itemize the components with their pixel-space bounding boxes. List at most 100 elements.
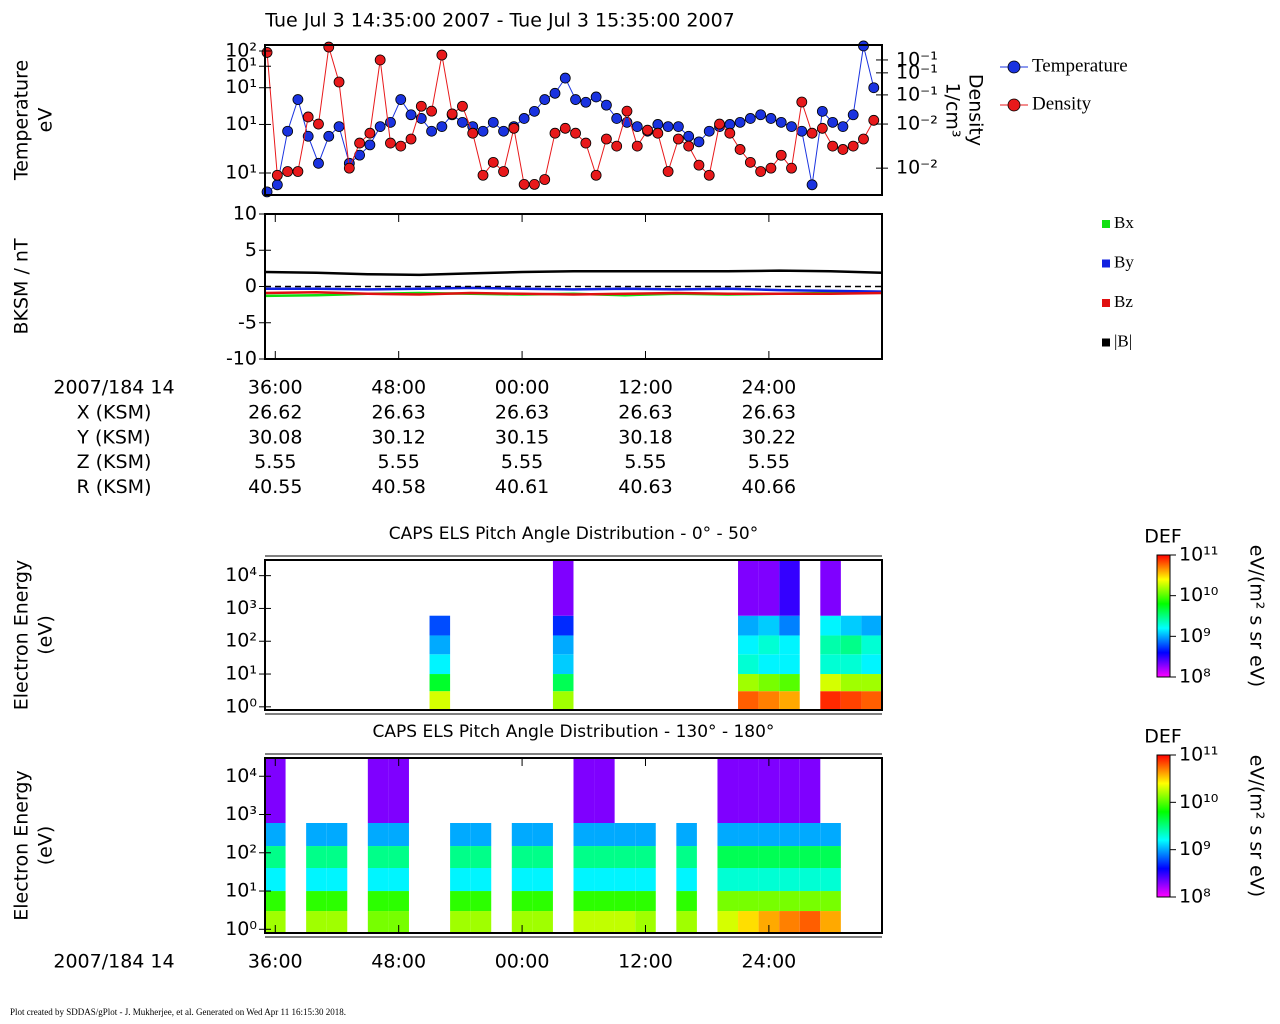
- data-point: [580, 96, 592, 108]
- data-point: [385, 137, 396, 149]
- data-point: [395, 140, 407, 152]
- colorbar-label: eV/(m² s sr eV): [1246, 545, 1268, 687]
- ephemeris-row-label: Z (KSM): [77, 451, 152, 473]
- heatmap-cell: [758, 891, 780, 912]
- heatmap-cell: [779, 823, 800, 847]
- heatmap-cell: [676, 823, 697, 847]
- heatmap-cell: [820, 674, 841, 692]
- heatmap-cell: [861, 691, 882, 710]
- heatmap-cell: [552, 674, 574, 692]
- ephemeris-value: 5.55: [624, 451, 666, 473]
- data-point: [703, 169, 715, 181]
- data-point: [261, 47, 273, 58]
- heatmap-cell: [532, 891, 553, 912]
- heatmap-cell: [676, 891, 697, 912]
- y-tick-label: 10¹: [225, 76, 257, 98]
- data-point: [518, 113, 530, 124]
- heatmap-cell: [738, 691, 759, 710]
- heatmap-cell: [573, 891, 595, 912]
- ephemeris-value: 26.63: [495, 402, 549, 424]
- y-tick-label: 10⁴: [225, 564, 257, 586]
- heatmap-cell: [717, 823, 739, 847]
- y-axis-label: Temperature: [11, 60, 33, 181]
- data-point: [374, 121, 386, 133]
- heatmap-cell: [594, 891, 615, 912]
- data-point: [662, 121, 674, 133]
- data-point: [827, 140, 839, 152]
- colorbar-tick-label: 10¹⁰: [1179, 791, 1218, 813]
- heatmap-cell: [758, 635, 780, 655]
- heatmap-cell: [738, 654, 759, 675]
- ephemeris-row-label: Y (KSM): [76, 426, 150, 448]
- x-tick-label: 48:00: [371, 951, 426, 973]
- heatmap-cell: [799, 758, 821, 824]
- heatmap-cell: [779, 911, 800, 933]
- heatmap-cell: [840, 654, 862, 675]
- y-tick-label: 10: [233, 203, 257, 225]
- heatmap-cell: [265, 758, 286, 824]
- heatmap-cell: [799, 823, 821, 847]
- data-point: [601, 99, 612, 111]
- x-tick-label: 36:00: [248, 951, 303, 973]
- data-point: [508, 122, 520, 134]
- data-point: [775, 116, 787, 128]
- data-point: [282, 125, 294, 137]
- ephemeris-value: 30.08: [248, 426, 302, 448]
- y-tick-label: 10³: [225, 803, 257, 825]
- y-axis-label: eV: [35, 108, 57, 133]
- data-point: [559, 72, 571, 84]
- heatmap-cell: [511, 867, 533, 892]
- y2-tick-label: 10⁻²: [896, 157, 938, 179]
- heatmap-cell: [635, 846, 656, 868]
- y-tick-label: 10¹: [225, 663, 257, 685]
- heatmap-cell: [799, 846, 821, 868]
- data-point: [302, 130, 314, 142]
- data-point: [816, 105, 828, 117]
- data-point: [631, 140, 643, 152]
- ephemeris-time-label: 2007/184 14: [53, 377, 174, 399]
- ephemeris-value: 5.55: [501, 451, 543, 473]
- data-point: [672, 121, 684, 133]
- heatmap-cell: [306, 823, 327, 847]
- heatmap-cell: [614, 867, 636, 892]
- heatmap-cell: [861, 674, 882, 692]
- y-axis-label: (eV): [35, 615, 57, 655]
- heatmap-cell: [388, 823, 409, 847]
- heatmap-cell: [429, 635, 451, 655]
- heatmap-cell: [758, 691, 780, 710]
- heatmap-cell: [840, 691, 862, 710]
- data-point: [816, 122, 828, 134]
- data-point: [518, 179, 530, 190]
- heatmap-cell: [594, 867, 615, 892]
- heatmap-cell: [820, 691, 841, 710]
- y-axis-label: BKSM / nT: [11, 238, 33, 334]
- ephemeris-value: 26.62: [248, 402, 302, 424]
- legend-label: Bx: [1114, 213, 1134, 232]
- heatmap-cell: [367, 911, 389, 933]
- heatmap-cell: [388, 867, 409, 892]
- y-tick-label: 10³: [225, 597, 257, 619]
- y-tick-label: 10¹: [225, 880, 257, 902]
- ephemeris-value: 5.55: [378, 451, 420, 473]
- colorbar: [1156, 754, 1171, 898]
- data-point: [539, 174, 551, 185]
- y-tick-label: -5: [238, 311, 257, 333]
- heatmap-cell: [758, 674, 780, 692]
- data-point: [559, 122, 571, 134]
- heatmap-cell: [511, 846, 533, 868]
- heatmap-cell: [594, 823, 615, 847]
- heatmap-cell: [388, 911, 409, 933]
- heatmap-cell: [738, 674, 759, 692]
- data-point: [590, 91, 602, 103]
- heatmap-cell: [511, 891, 533, 912]
- data-point: [549, 87, 561, 99]
- data-point: [765, 113, 777, 124]
- legend-swatch: [1102, 259, 1110, 268]
- x-tick-label: 12:00: [618, 377, 673, 399]
- panel-title: CAPS ELS Pitch Angle Distribution - 130°…: [373, 722, 775, 742]
- data-point: [601, 133, 612, 145]
- y-tick-label: 0: [245, 275, 257, 297]
- heatmap-cell: [779, 674, 800, 692]
- ephemeris-value: 40.61: [495, 476, 549, 498]
- heatmap-cell: [717, 911, 739, 933]
